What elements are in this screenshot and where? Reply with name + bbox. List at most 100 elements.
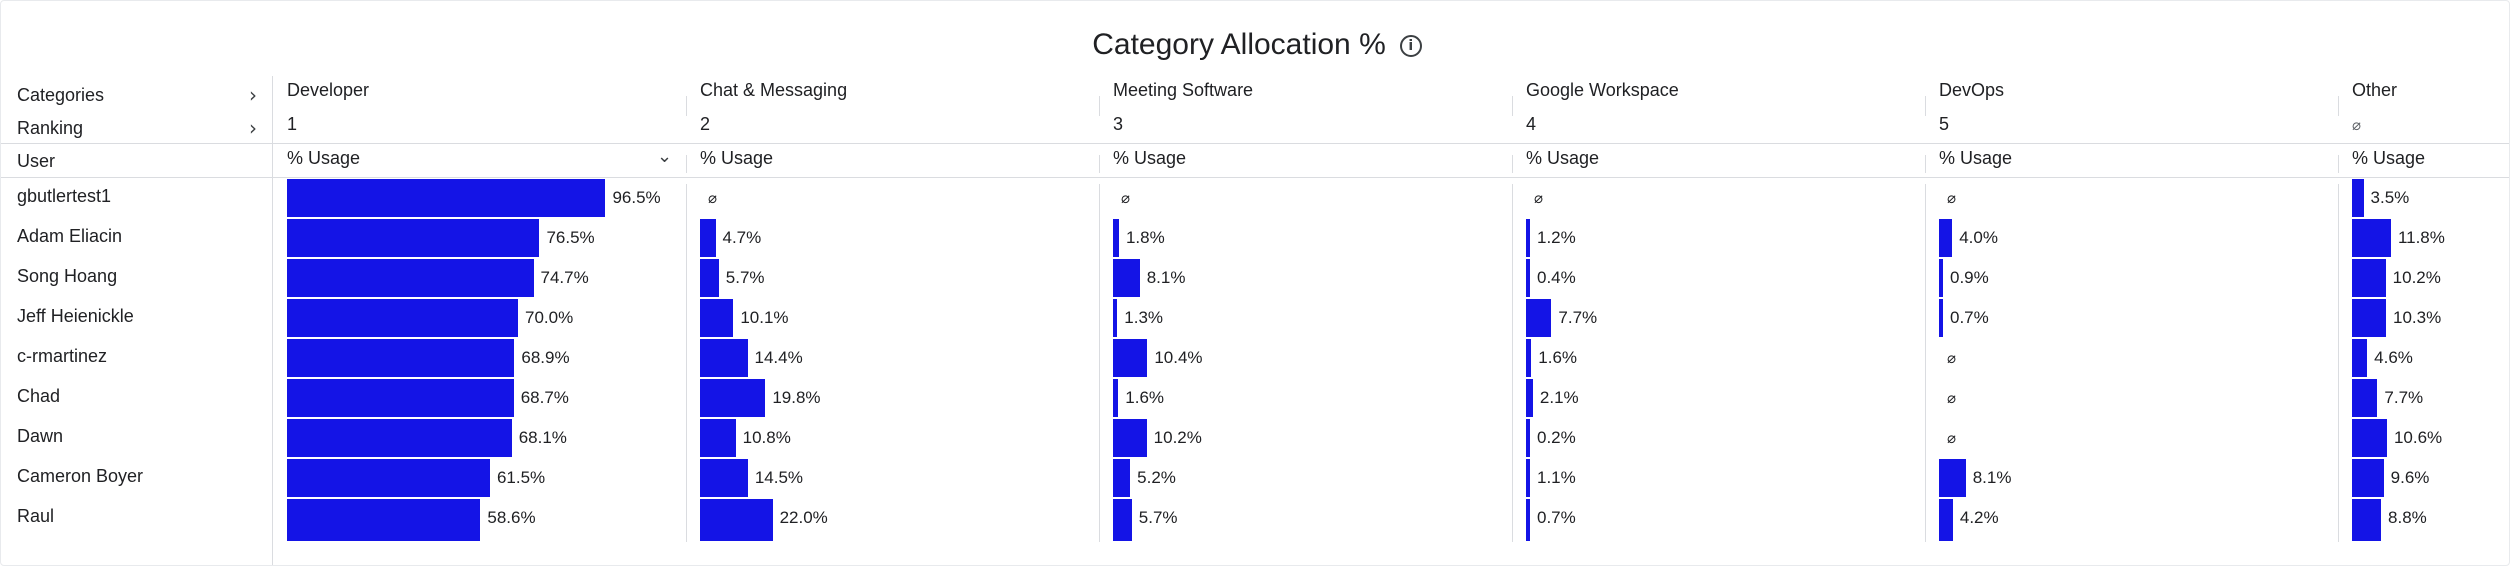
usage-label: 0.7% — [1537, 508, 1576, 527]
usage-cell: ⌀ — [1939, 419, 1956, 457]
usage-cell: 8.8% — [2352, 499, 2427, 537]
usage-cell: 4.2% — [1939, 499, 1999, 537]
metric-header[interactable]: % Usage — [1939, 148, 2013, 168]
usage-label: 9.6% — [2390, 468, 2430, 487]
categories-dimension-row[interactable]: Categories › — [17, 80, 257, 110]
usage-label: 61.5% — [496, 468, 546, 487]
usage-bar-partial — [2352, 537, 2382, 541]
usage-bar — [1113, 299, 1118, 337]
usage-bar — [287, 459, 490, 497]
metric-header[interactable]: % Usage — [1113, 148, 1187, 168]
usage-label: 14.5% — [754, 468, 804, 487]
usage-label: 1.6% — [1125, 388, 1165, 407]
usage-cell: 5.7% — [700, 259, 765, 297]
ranking-dimension-row[interactable]: Ranking › — [17, 113, 257, 143]
usage-cell: 0.7% — [1939, 299, 1989, 337]
column-divider — [1925, 155, 1926, 173]
category-name[interactable]: Other — [2352, 80, 2398, 100]
column-divider — [1512, 155, 1513, 173]
user-name: Adam Eliacin — [17, 226, 123, 246]
usage-bar-partial — [287, 537, 481, 541]
usage-bar — [287, 379, 514, 417]
usage-cell: 10.8% — [700, 419, 791, 457]
category-rank: 4 — [1526, 114, 1537, 134]
usage-cell: 96.5% — [287, 179, 661, 217]
usage-label: 0.9% — [1950, 268, 1989, 287]
usage-bar — [287, 259, 534, 297]
column-divider — [1099, 155, 1100, 173]
column-divider — [686, 96, 687, 116]
metric-header[interactable]: % Usage — [287, 148, 361, 168]
usage-label: 1.8% — [1125, 228, 1165, 247]
category-name[interactable]: Developer — [287, 80, 370, 100]
metric-header[interactable]: % Usage — [700, 148, 774, 168]
usage-label: 7.7% — [1558, 308, 1598, 327]
usage-label: 14.4% — [754, 348, 803, 367]
usage-bar-partial — [700, 537, 773, 541]
usage-bar — [2352, 299, 2386, 337]
usage-label: 3.5% — [2370, 188, 2410, 207]
category-name[interactable]: Meeting Software — [1113, 80, 1254, 100]
usage-label: 8.1% — [1146, 268, 1186, 287]
usage-cell: 0.2% — [1526, 419, 1576, 457]
user-name: Raul — [17, 506, 55, 526]
usage-label: 1.3% — [1124, 308, 1164, 327]
usage-cell: 1.2% — [1526, 219, 1576, 257]
chevron-right-icon[interactable]: › — [249, 116, 257, 140]
usage-cell: 4.6% — [2352, 339, 2413, 377]
usage-cell: 10.2% — [1113, 419, 1202, 457]
usage-cell: 0.9% — [1939, 259, 1989, 297]
usage-label: 0.4% — [1537, 268, 1576, 287]
usage-label: 19.8% — [772, 388, 821, 407]
usage-label: 0.7% — [1950, 308, 1989, 327]
category-name[interactable]: Google Workspace — [1526, 80, 1679, 100]
category-name[interactable]: DevOps — [1939, 80, 2005, 100]
column-divider — [1925, 184, 1926, 542]
usage-cell: 1.3% — [1113, 299, 1163, 337]
usage-cell: 14.5% — [700, 459, 803, 497]
usage-bar — [1939, 259, 1943, 297]
usage-cell: 0.4% — [1526, 259, 1576, 297]
usage-label: 4.2% — [1959, 508, 1999, 527]
usage-cell: ⌀ — [1939, 339, 1956, 377]
usage-cell: 68.7% — [287, 379, 569, 417]
user-name: Jeff Heienickle — [17, 306, 134, 326]
usage-cell: 70.0% — [287, 299, 573, 337]
usage-label: 58.6% — [487, 508, 536, 527]
usage-bar — [700, 379, 766, 417]
usage-cell: 22.0% — [700, 499, 828, 537]
metric-header[interactable]: % Usage — [1526, 148, 1600, 168]
usage-bar — [700, 219, 716, 257]
ranking-label: Ranking — [17, 117, 84, 138]
usage-bar — [1526, 259, 1530, 297]
chevron-right-icon[interactable]: › — [249, 83, 257, 107]
usage-cell: 4.0% — [1939, 219, 1998, 257]
user-name: Chad — [17, 386, 61, 406]
usage-cell: ⌀ — [700, 179, 717, 217]
usage-cell: 74.7% — [287, 259, 589, 297]
user-header: User — [17, 146, 257, 176]
usage-label: 10.6% — [2393, 428, 2443, 447]
usage-bar — [1113, 219, 1119, 257]
usage-cell: 10.6% — [2352, 419, 2442, 457]
metric-header[interactable]: % Usage — [2352, 148, 2426, 168]
usage-bar — [700, 299, 734, 337]
null-value: ⌀ — [1947, 349, 1957, 367]
info-icon[interactable]: i — [1399, 35, 1422, 57]
category-name[interactable]: Chat & Messaging — [700, 80, 848, 100]
usage-cell: 5.7% — [1113, 499, 1178, 537]
header-divider — [1, 143, 2509, 144]
category-column: Meeting Software 3 % Usage ⌀ 1.8% 8.1% 1.3% 10.… — [1099, 76, 1512, 546]
metric-divider — [1, 177, 2509, 178]
column-divider — [1099, 96, 1100, 116]
usage-label: 68.1% — [518, 428, 567, 447]
usage-bar — [1113, 339, 1148, 377]
usage-bar — [287, 299, 518, 337]
usage-bar — [1113, 259, 1140, 297]
category-rank: 1 — [287, 114, 298, 134]
usage-cell: 8.1% — [1113, 259, 1185, 297]
chevron-down-icon[interactable]: ⌄ — [657, 146, 673, 167]
usage-cell: 10.4% — [1113, 339, 1203, 377]
category-rank: 5 — [1939, 114, 1950, 134]
usage-bar-partial — [1526, 537, 1530, 541]
